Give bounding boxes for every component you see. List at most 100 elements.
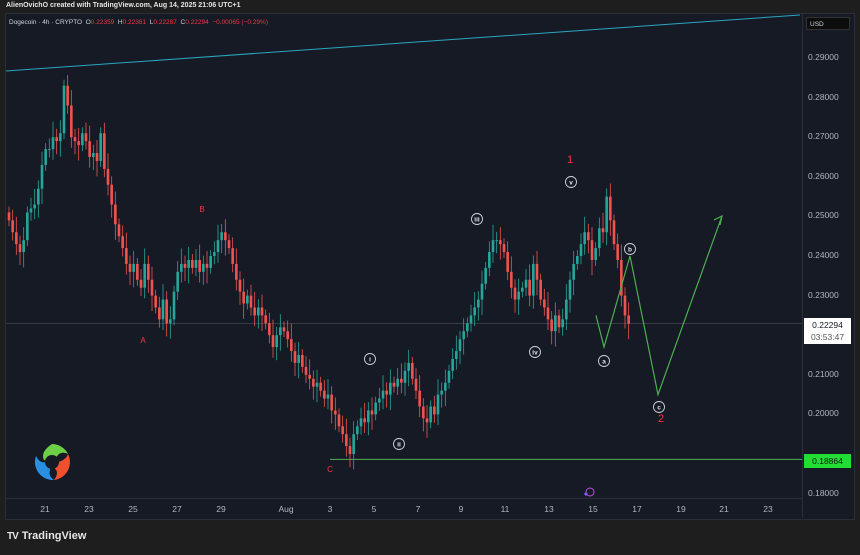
candle-body [499, 240, 502, 245]
time-tick: 23 [763, 504, 773, 514]
wave-label-c: c [657, 405, 661, 412]
time-tick: 11 [500, 504, 510, 514]
time-tick: 29 [216, 504, 226, 514]
chart-frame [5, 13, 855, 520]
price-tick: 0.27000 [808, 131, 839, 142]
candle-body [66, 85, 69, 106]
time-tick: 15 [588, 504, 598, 514]
candle-body [623, 295, 627, 316]
candle-body [385, 390, 388, 395]
time-tick: 3 [327, 504, 333, 514]
candle-body [345, 434, 348, 447]
candle-body [517, 291, 520, 300]
candle-body [183, 263, 187, 268]
candle-body [506, 252, 509, 272]
time-tick: 27 [172, 504, 182, 514]
candle-body [513, 287, 517, 300]
price-tick: 0.28000 [808, 91, 839, 102]
candle-body [521, 287, 524, 292]
wave-label-v: v [569, 180, 573, 187]
wave-circle-iv [529, 346, 541, 358]
candle-body [378, 398, 381, 403]
candle-body [356, 426, 359, 435]
candle-body [579, 244, 583, 256]
candle-body [92, 153, 95, 157]
symbol-name[interactable]: Dogecoin · 4h · CRYPTO [9, 19, 83, 26]
candle-body [495, 240, 498, 242]
high-value: 0.22361 [122, 19, 147, 26]
candle-body [539, 279, 542, 300]
candle-body [172, 291, 176, 320]
time-tick: 17 [632, 504, 642, 514]
price-tick: 0.29000 [808, 52, 839, 62]
candle-body [315, 382, 319, 387]
candle-body [301, 355, 304, 367]
price-tick: 0.23000 [808, 289, 839, 300]
wave-circle-iii [471, 213, 483, 225]
last-price-value: 0.22294 [812, 320, 843, 330]
wave-circle-a [598, 355, 610, 367]
price-tick: 0.26000 [808, 170, 839, 181]
wave-label-ii: ii [397, 442, 401, 449]
candle-body [477, 299, 480, 308]
candle-body [279, 327, 282, 336]
candle-body [253, 307, 256, 316]
candle-body [235, 263, 238, 280]
time-tick: 7 [415, 504, 421, 514]
candle-body [502, 244, 506, 253]
candle-body [95, 153, 99, 161]
candle-body [242, 291, 245, 304]
candle-body [341, 426, 344, 435]
candle-body [15, 232, 18, 245]
candle-body [209, 256, 212, 268]
candle-body [224, 232, 227, 241]
candle-body [194, 259, 198, 268]
author-logo-icon [34, 444, 70, 481]
candle-body [323, 390, 326, 399]
candle-body [370, 410, 374, 415]
candle-body [532, 263, 535, 296]
candle-body [440, 390, 443, 395]
candle-body [40, 164, 44, 189]
candle-body [403, 370, 407, 383]
event-marker-icon [585, 487, 595, 497]
candle-body [480, 283, 484, 300]
currency-label[interactable]: USD [806, 17, 850, 30]
candle-body [392, 382, 396, 387]
candle-body [33, 204, 36, 209]
candle-body [249, 295, 253, 308]
price-axis[interactable] [802, 14, 854, 518]
candle-body [271, 335, 275, 348]
candle-body [84, 133, 88, 142]
candle-body [396, 378, 399, 387]
candle-body [110, 184, 113, 205]
candle-body [425, 418, 429, 423]
tradingview-brand[interactable]: TV TradingView [7, 530, 86, 542]
candle-body [436, 394, 440, 415]
candle-body [121, 236, 124, 249]
candle-body [88, 141, 91, 157]
candle-body [213, 252, 216, 256]
candle-body [51, 137, 55, 150]
wave-label-i: i [369, 357, 371, 364]
candle-body [411, 362, 414, 379]
candle-body [62, 85, 66, 134]
candle-body [418, 390, 421, 407]
candle-body [128, 263, 132, 272]
candle-body [348, 446, 352, 454]
candle-body [139, 279, 143, 288]
wave-label-1: 1 [567, 154, 573, 166]
time-tick: 21 [719, 504, 729, 514]
candle-body [407, 362, 410, 371]
time-axis-border [6, 498, 802, 499]
candle-body [609, 196, 612, 221]
candle-body [352, 434, 355, 454]
candle-body [359, 418, 363, 427]
price-tick: 0.25000 [808, 210, 839, 221]
candle-body [488, 252, 491, 268]
candle-body [601, 228, 605, 233]
wave-circle-ii [393, 438, 405, 450]
candle-body [447, 370, 451, 383]
candle-body [587, 232, 590, 241]
